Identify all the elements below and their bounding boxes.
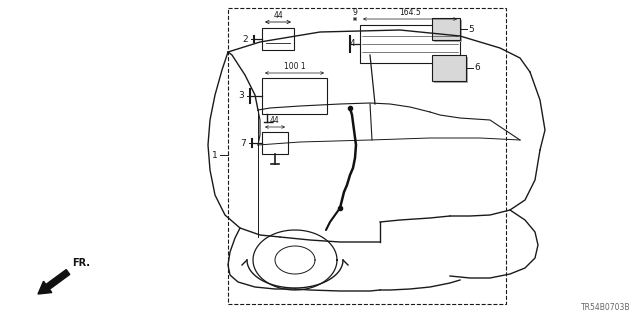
Text: FR.: FR. bbox=[72, 258, 90, 268]
Bar bbox=[262, 132, 288, 154]
Text: 7: 7 bbox=[240, 139, 246, 148]
Text: 3: 3 bbox=[238, 92, 244, 100]
Bar bbox=[262, 28, 294, 50]
Bar bbox=[432, 18, 460, 40]
Bar bbox=[262, 78, 327, 114]
Text: 100 1: 100 1 bbox=[284, 62, 305, 71]
Text: 9: 9 bbox=[353, 8, 357, 17]
Text: 6: 6 bbox=[474, 63, 480, 73]
Bar bbox=[228, 8, 506, 304]
Text: 44: 44 bbox=[273, 11, 283, 20]
Text: 2: 2 bbox=[243, 35, 248, 44]
Text: 164.5: 164.5 bbox=[399, 8, 421, 17]
Text: 44: 44 bbox=[270, 116, 280, 125]
Bar bbox=[434, 57, 468, 83]
FancyArrow shape bbox=[38, 269, 70, 294]
Bar bbox=[432, 55, 466, 81]
Text: 4: 4 bbox=[349, 39, 355, 49]
Bar bbox=[360, 25, 460, 63]
Text: 1: 1 bbox=[212, 150, 218, 159]
Bar bbox=[434, 20, 462, 42]
Text: 5: 5 bbox=[468, 25, 474, 34]
Text: TR54B0703B: TR54B0703B bbox=[580, 303, 630, 312]
